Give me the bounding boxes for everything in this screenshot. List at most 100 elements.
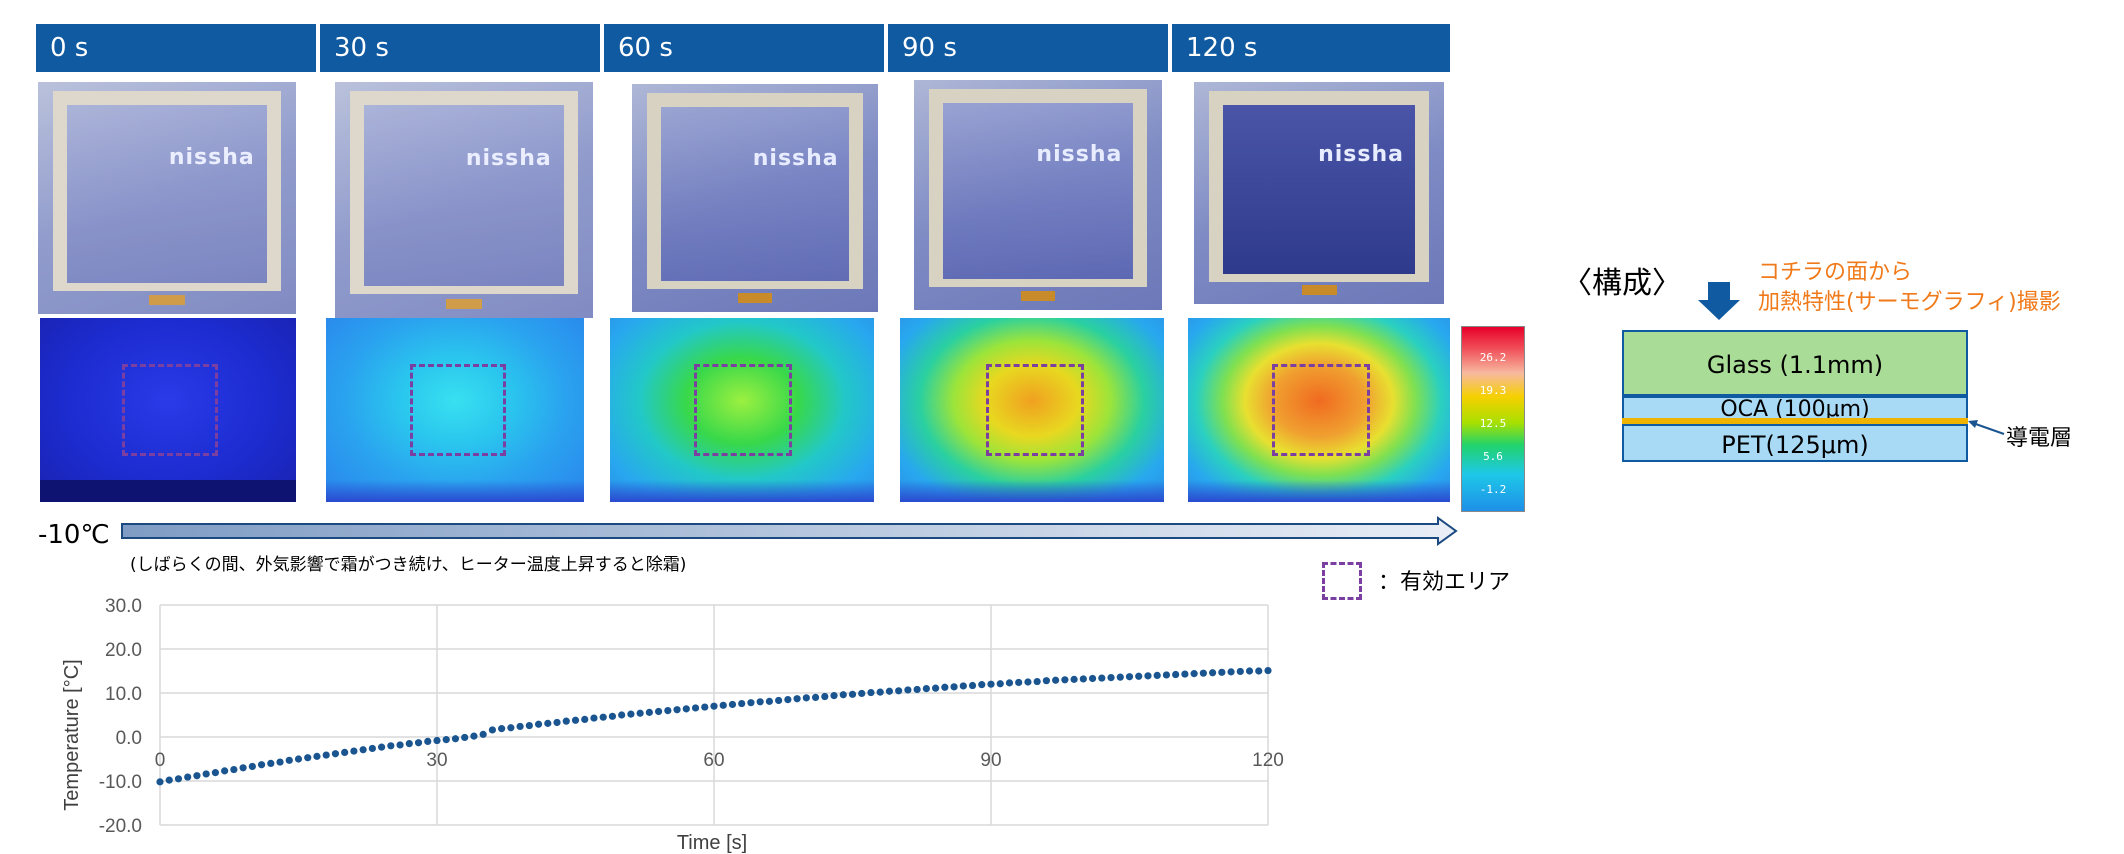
data-point: [1190, 670, 1198, 678]
data-point: [1061, 676, 1069, 684]
data-point: [1116, 673, 1124, 681]
effective-area: [122, 364, 218, 456]
structure-note-line2: 加熱特性(サーモグラフィ)撮影: [1758, 290, 2061, 315]
data-point: [1015, 678, 1023, 687]
data-point: [285, 756, 293, 764]
data-point: [996, 680, 1004, 688]
data-point: [294, 755, 303, 763]
data-point: [710, 702, 718, 710]
data-point: [267, 759, 275, 767]
chart-grid: [159, 604, 1269, 826]
data-point: [645, 708, 653, 716]
data-point: [784, 696, 792, 704]
data-point: [387, 742, 395, 750]
time-label-60: 60 s: [604, 24, 884, 72]
frost-note: (しばらくの間、外気影響で霜がつき続け、ヒーター温度上昇すると除霜): [130, 555, 687, 575]
data-point: [1153, 671, 1161, 679]
x-axis-label: Time [s]: [677, 832, 747, 854]
conductive-label: 導電層: [2006, 426, 2073, 451]
data-point: [867, 688, 875, 697]
data-point: [350, 747, 358, 755]
y-tick-label: 10.0: [105, 684, 142, 705]
x-tick-label: 30: [426, 750, 447, 771]
thermal-90s: [900, 318, 1164, 502]
data-point: [1236, 667, 1244, 676]
colorbar-tick: 19.3: [1479, 384, 1507, 397]
data-point: [978, 681, 986, 689]
data-point: [1107, 674, 1115, 682]
data-point: [498, 725, 506, 733]
data-point: [442, 736, 450, 744]
time-label-0: 0 s: [36, 24, 316, 72]
data-point: [479, 730, 487, 738]
data-point: [728, 700, 737, 709]
data-point: [396, 741, 404, 749]
data-point: [461, 733, 469, 742]
data-point: [876, 688, 884, 696]
data-point: [359, 746, 367, 754]
effective-area-legend-box: [1322, 562, 1362, 600]
data-point: [257, 761, 266, 769]
y-axis-label: Temperature [°C]: [61, 659, 83, 810]
data-point: [1052, 676, 1060, 684]
effective-area: [986, 364, 1084, 456]
data-point: [562, 717, 570, 725]
x-tick-label: 90: [980, 750, 1001, 771]
data-point: [1181, 670, 1189, 678]
data-point: [959, 682, 967, 690]
y-tick-label: 30.0: [105, 596, 142, 617]
data-point: [821, 692, 829, 701]
photo-90s: nissha: [914, 80, 1162, 310]
data-point: [1088, 674, 1097, 683]
data-point: [165, 776, 173, 784]
data-point: [599, 713, 607, 721]
data-point: [1264, 666, 1272, 675]
data-point: [322, 751, 330, 759]
y-tick-label: -20.0: [99, 816, 142, 837]
thermal-30s: [326, 318, 584, 502]
data-point: [968, 681, 977, 690]
data-point: [405, 740, 413, 748]
y-tick-label: 20.0: [105, 640, 142, 661]
conductive-layer: [1622, 418, 1968, 425]
data-point: [1098, 674, 1106, 682]
data-point: [1218, 668, 1226, 676]
x-tick-label: 60: [703, 750, 724, 771]
data-point: [304, 754, 312, 762]
data-point: [424, 737, 432, 745]
data-point: [941, 683, 949, 691]
data-point: [701, 703, 709, 711]
x-tick-labels: 0 30 60 90 120: [155, 750, 1284, 771]
time-label-30: 30 s: [320, 24, 600, 72]
photo-120s: nissha: [1194, 82, 1444, 304]
data-point: [276, 758, 284, 766]
structure-note-line1: コチラの面から: [1758, 260, 1913, 285]
series-points: [156, 666, 1272, 786]
data-point: [156, 778, 164, 786]
data-point: [608, 712, 617, 720]
data-point: [858, 689, 866, 698]
data-point: [802, 694, 810, 702]
nissha-logo: nissha: [168, 144, 255, 170]
data-point: [655, 707, 663, 716]
data-point: [830, 692, 838, 700]
data-point: [987, 680, 995, 688]
nissha-logo: nissha: [465, 145, 552, 171]
structure-note: コチラの面から 加熱特性(サーモグラフィ)撮影: [1758, 258, 2061, 318]
data-point: [1227, 668, 1235, 676]
data-point: [544, 719, 552, 727]
data-point: [839, 691, 847, 699]
data-point: [1033, 677, 1041, 686]
data-point: [525, 721, 533, 730]
data-point: [885, 687, 894, 695]
photo-60s: nissha: [632, 84, 878, 312]
data-point: [193, 772, 201, 780]
start-temperature: -10℃: [38, 520, 110, 550]
data-point: [1245, 667, 1254, 675]
data-point: [913, 685, 921, 694]
data-point: [1255, 667, 1263, 675]
data-point: [895, 687, 903, 695]
data-point: [516, 722, 524, 731]
colorbar-tick: -1.2: [1479, 483, 1507, 496]
data-point: [590, 714, 598, 722]
